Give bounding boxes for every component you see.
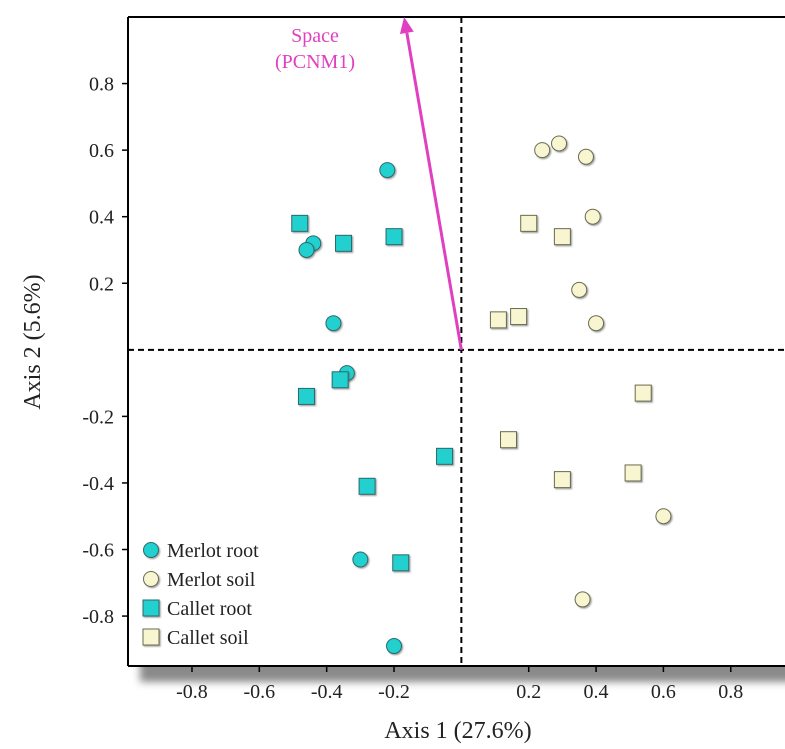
x-tick-label: 0.8 bbox=[718, 681, 743, 703]
vector-label-line1: Space bbox=[291, 25, 339, 47]
data-point-callet-soil bbox=[500, 431, 518, 449]
legend-marker-callet-soil bbox=[142, 628, 160, 646]
data-point-merlot-root bbox=[325, 315, 342, 332]
y-tick-label: 0.8 bbox=[89, 74, 114, 96]
data-point-merlot-soil bbox=[577, 148, 594, 165]
data-point-merlot-soil bbox=[571, 281, 588, 298]
vector-layer bbox=[399, 17, 463, 351]
data-point-merlot-root bbox=[352, 551, 369, 568]
legend-label-merlot-soil: Merlot soil bbox=[167, 569, 256, 591]
x-tick-label: -0.6 bbox=[243, 681, 275, 703]
data-point-callet-root bbox=[335, 234, 353, 252]
x-tick-label: -0.8 bbox=[176, 681, 208, 703]
legend-label-merlot-root: Merlot root bbox=[167, 540, 259, 562]
y-tick-label: -0.8 bbox=[82, 606, 114, 628]
x-tick-label: 0.4 bbox=[584, 681, 609, 703]
data-point-callet-root bbox=[385, 228, 403, 246]
data-point-callet-soil bbox=[634, 384, 652, 402]
legend-marker-merlot-root bbox=[143, 542, 159, 558]
data-point-merlot-root bbox=[386, 638, 403, 655]
y-ticks: 0.8 0.6 0.4 0.2 -0.2 -0.4 -0.6 -0.8 bbox=[82, 74, 128, 628]
vector-arrowhead bbox=[399, 17, 414, 34]
y-tick-label: -0.6 bbox=[82, 540, 114, 562]
x-tick-label: -0.2 bbox=[378, 681, 410, 703]
x-ticks: -0.8 -0.6 -0.4 -0.2 0.2 0.4 0.6 0.8 bbox=[176, 666, 743, 703]
legend-marker-merlot-soil bbox=[143, 571, 159, 587]
y-tick-label: 0.2 bbox=[89, 273, 114, 295]
data-point-callet-root bbox=[331, 371, 349, 389]
plot-area bbox=[128, 17, 785, 666]
data-point-callet-root bbox=[358, 477, 376, 495]
vector-label-line2: (PCNM1) bbox=[275, 51, 355, 73]
y-axis-title: Axis 2 (5.6%) bbox=[20, 274, 46, 409]
points-layer bbox=[291, 135, 672, 655]
x-tick-label: -0.4 bbox=[311, 681, 343, 703]
data-point-merlot-soil bbox=[584, 208, 601, 225]
y-tick-label: -0.2 bbox=[82, 406, 114, 428]
x-tick-label: 0.6 bbox=[651, 681, 676, 703]
y-tick-label: -0.4 bbox=[82, 473, 114, 495]
data-point-merlot-root bbox=[379, 162, 396, 179]
data-point-merlot-root bbox=[298, 241, 315, 258]
data-point-callet-soil bbox=[510, 308, 528, 326]
data-point-callet-root bbox=[392, 554, 410, 572]
legend-marker-callet-root bbox=[142, 599, 160, 617]
data-point-merlot-soil bbox=[551, 135, 568, 152]
legend-label-callet-root: Callet root bbox=[167, 598, 252, 620]
data-point-callet-root bbox=[436, 447, 454, 465]
data-point-callet-soil bbox=[520, 214, 538, 232]
legend: Merlot root Merlot soil Callet root Call… bbox=[142, 540, 259, 649]
data-point-merlot-soil bbox=[574, 591, 591, 608]
data-point-merlot-soil bbox=[655, 508, 672, 525]
data-point-merlot-soil bbox=[588, 315, 605, 332]
data-point-merlot-soil bbox=[534, 142, 551, 159]
data-point-callet-root bbox=[297, 387, 315, 405]
y-tick-label: 0.4 bbox=[89, 207, 114, 229]
data-point-callet-soil bbox=[553, 471, 571, 489]
data-point-callet-soil bbox=[489, 311, 507, 329]
x-tick-label: 0.2 bbox=[516, 681, 541, 703]
legend-label-callet-soil: Callet soil bbox=[167, 627, 249, 649]
y-tick-label: 0.6 bbox=[89, 140, 114, 162]
x-axis-title: Axis 1 (27.6%) bbox=[384, 718, 531, 744]
data-point-callet-soil bbox=[624, 464, 642, 482]
data-point-callet-soil bbox=[553, 228, 571, 246]
data-point-callet-root bbox=[291, 214, 309, 232]
vector-shaft bbox=[405, 32, 463, 351]
